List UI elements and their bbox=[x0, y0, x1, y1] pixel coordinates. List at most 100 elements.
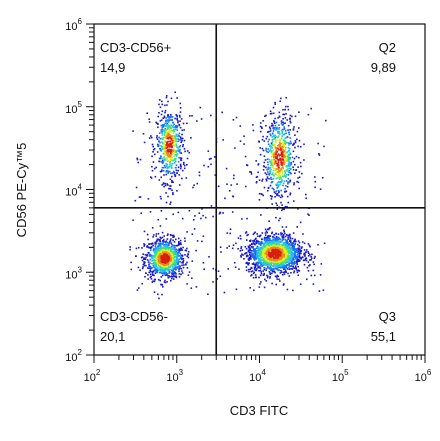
event-point bbox=[286, 159, 289, 161]
event-point bbox=[294, 260, 296, 263]
event-point bbox=[210, 163, 212, 166]
event-point bbox=[273, 154, 275, 157]
event-point bbox=[159, 148, 162, 151]
event-point bbox=[172, 172, 175, 174]
event-point bbox=[263, 239, 266, 242]
event-point bbox=[275, 171, 278, 173]
event-point bbox=[256, 245, 259, 248]
event-point bbox=[156, 138, 159, 141]
event-point bbox=[161, 148, 164, 151]
event-point bbox=[288, 160, 290, 162]
event-point bbox=[226, 183, 228, 185]
event-point bbox=[283, 271, 286, 273]
event-point bbox=[164, 244, 167, 247]
event-point bbox=[185, 263, 187, 265]
event-point bbox=[165, 122, 167, 124]
event-point bbox=[296, 261, 298, 263]
event-point bbox=[285, 234, 288, 236]
event-point bbox=[253, 271, 255, 274]
event-point bbox=[283, 143, 286, 146]
event-point bbox=[272, 244, 275, 247]
event-point bbox=[277, 166, 280, 168]
event-point bbox=[286, 173, 288, 176]
event-point bbox=[234, 147, 236, 149]
event-point bbox=[307, 270, 310, 272]
event-point bbox=[267, 168, 270, 170]
event-point bbox=[295, 169, 297, 171]
event-point bbox=[255, 181, 258, 183]
event-point bbox=[163, 130, 165, 132]
event-point bbox=[260, 247, 262, 249]
event-point bbox=[278, 190, 280, 193]
event-point bbox=[158, 297, 160, 300]
event-point bbox=[168, 127, 170, 129]
event-point bbox=[179, 157, 182, 159]
event-point bbox=[273, 136, 276, 139]
event-point bbox=[271, 282, 273, 285]
event-point bbox=[180, 118, 183, 120]
event-point bbox=[278, 146, 281, 148]
event-point bbox=[285, 251, 288, 254]
event-point bbox=[287, 171, 290, 174]
event-point bbox=[175, 164, 178, 167]
event-point bbox=[152, 254, 154, 257]
event-point bbox=[165, 124, 168, 127]
event-point bbox=[292, 166, 294, 168]
event-point bbox=[269, 127, 271, 130]
event-point bbox=[279, 177, 281, 179]
event-point bbox=[280, 269, 282, 272]
event-point bbox=[291, 237, 294, 240]
event-point bbox=[171, 156, 173, 159]
event-point bbox=[153, 251, 156, 254]
event-point bbox=[172, 159, 175, 162]
event-point bbox=[272, 258, 274, 261]
event-point bbox=[291, 115, 293, 118]
event-point bbox=[278, 128, 280, 130]
event-point bbox=[284, 269, 287, 272]
event-point bbox=[167, 195, 169, 198]
event-point bbox=[312, 269, 315, 272]
event-point bbox=[285, 245, 288, 247]
event-point bbox=[284, 245, 287, 248]
event-point bbox=[270, 259, 273, 262]
event-point bbox=[269, 160, 271, 163]
event-point bbox=[178, 248, 180, 250]
event-point bbox=[289, 157, 291, 160]
event-point bbox=[263, 273, 265, 276]
event-point bbox=[286, 135, 289, 138]
event-point bbox=[270, 266, 272, 269]
event-point bbox=[179, 242, 182, 244]
event-point bbox=[282, 242, 285, 244]
event-point bbox=[163, 116, 166, 119]
event-point bbox=[171, 273, 173, 275]
event-point bbox=[236, 183, 238, 185]
event-point bbox=[287, 243, 290, 246]
event-point bbox=[172, 162, 174, 165]
event-point bbox=[255, 181, 258, 184]
event-point bbox=[160, 197, 162, 200]
event-point bbox=[159, 279, 161, 282]
event-point bbox=[161, 236, 164, 239]
event-point bbox=[172, 213, 174, 216]
event-point bbox=[273, 257, 275, 259]
event-point bbox=[165, 264, 167, 266]
event-point bbox=[273, 270, 276, 273]
event-point bbox=[272, 268, 275, 270]
event-point bbox=[171, 130, 174, 132]
event-point bbox=[176, 115, 178, 118]
event-point bbox=[287, 165, 289, 168]
event-point bbox=[155, 240, 158, 242]
event-point bbox=[162, 170, 165, 172]
event-point bbox=[283, 252, 286, 254]
event-point bbox=[163, 132, 166, 134]
event-point bbox=[283, 113, 286, 116]
event-point bbox=[174, 153, 176, 156]
event-point bbox=[281, 158, 284, 160]
event-point bbox=[226, 247, 228, 249]
event-point bbox=[297, 145, 299, 148]
event-point bbox=[274, 155, 277, 157]
event-point bbox=[163, 156, 165, 158]
event-point bbox=[193, 228, 196, 230]
event-point bbox=[165, 96, 168, 99]
event-point bbox=[171, 166, 173, 169]
